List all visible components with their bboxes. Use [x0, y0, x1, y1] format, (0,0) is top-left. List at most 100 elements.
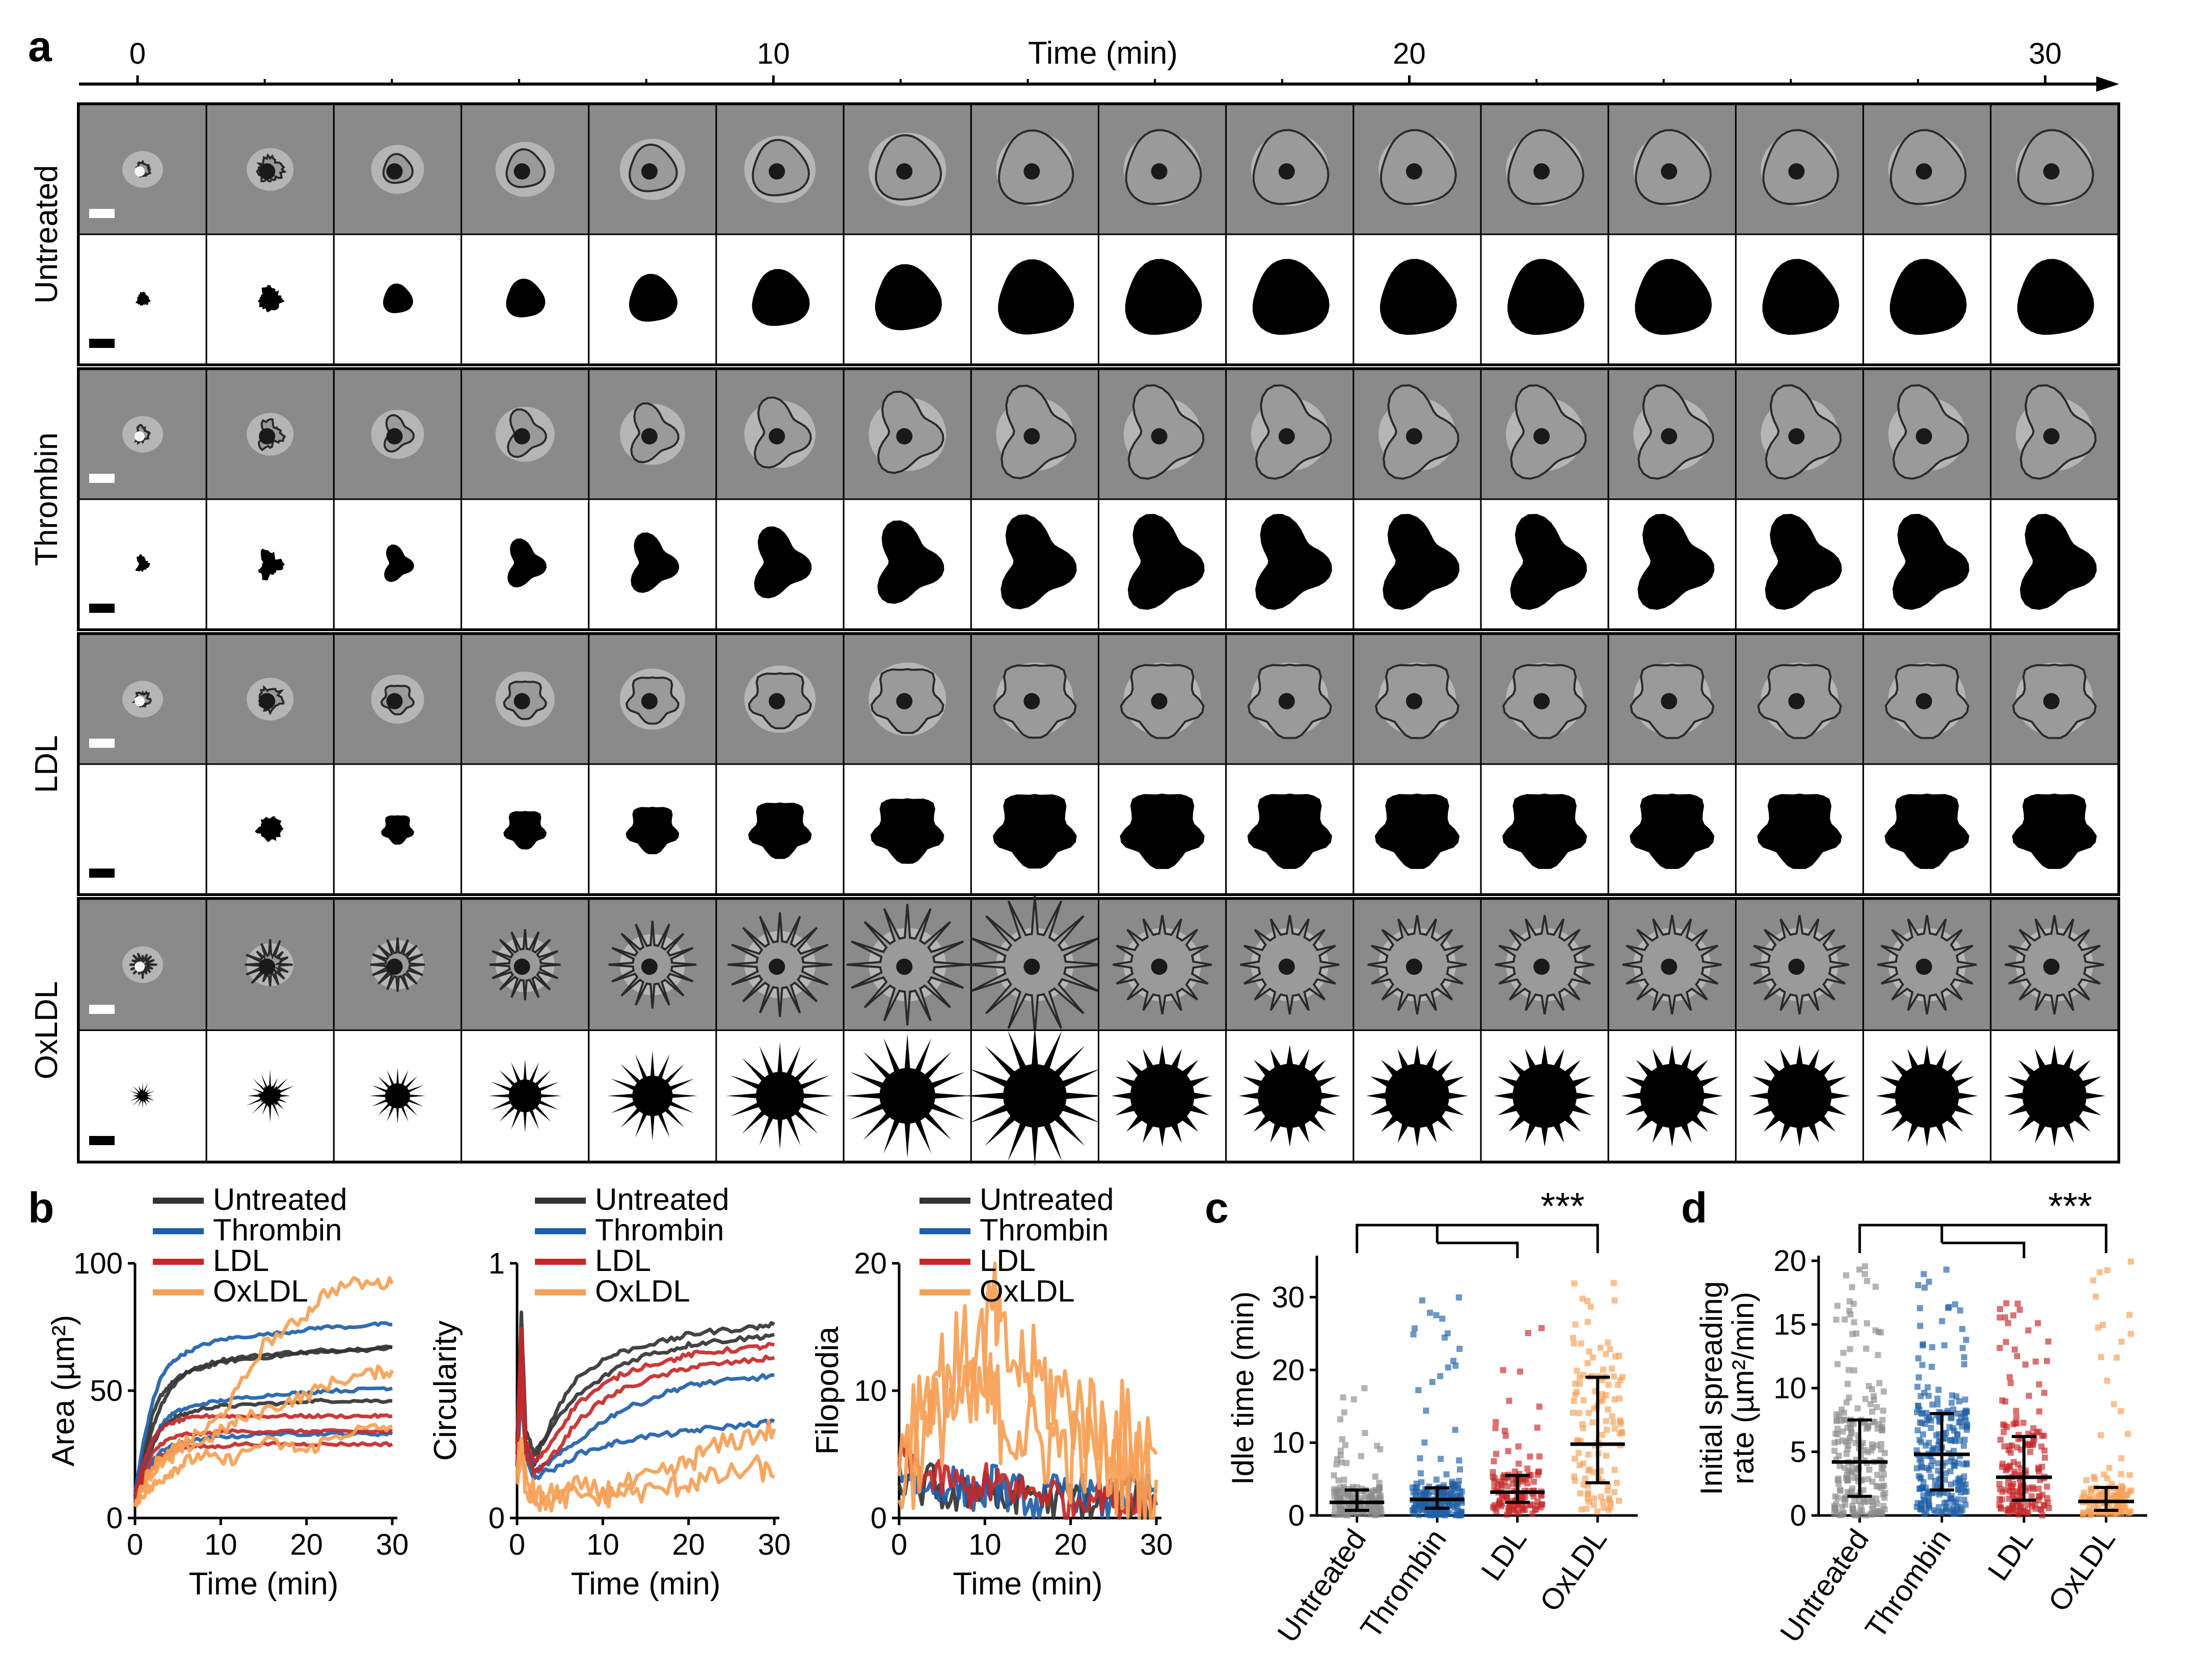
data-point: [1848, 1425, 1854, 1431]
y-tick-label: 5: [1790, 1435, 1806, 1469]
cell-mask: [2020, 513, 2097, 610]
phase-contrast-frame: [1353, 368, 1482, 500]
cell-nucleus-region: [769, 428, 786, 445]
cell-mask: [752, 269, 810, 326]
data-point: [1493, 1419, 1499, 1425]
binary-mask-frame: [1480, 498, 1609, 630]
data-point: [1961, 1497, 1967, 1503]
data-point: [1962, 1396, 1968, 1403]
data-point: [1961, 1437, 1968, 1443]
data-point: [1919, 1342, 1926, 1349]
y-tick-label: 20: [1272, 1353, 1305, 1387]
data-point: [1422, 1490, 1428, 1497]
cell-mask: [136, 554, 150, 573]
cell-nucleus-region: [259, 428, 276, 445]
scale-bar: [89, 869, 115, 878]
cell-nucleus-region: [1915, 163, 1932, 180]
data-point: [2007, 1380, 2014, 1387]
cell-nucleus-region: [896, 693, 913, 710]
data-point: [1998, 1496, 2005, 1503]
data-point: [1925, 1498, 1932, 1504]
data-point: [1955, 1486, 1962, 1493]
data-point: [1836, 1512, 1843, 1519]
data-point: [1929, 1344, 1935, 1350]
x-axis-title: Time (min): [571, 1566, 721, 1602]
data-point: [1447, 1491, 1454, 1498]
cell-mask: [726, 1042, 834, 1150]
binary-mask-frame: [588, 1029, 717, 1162]
data-point: [1833, 1411, 1840, 1418]
cell-mask: [2017, 259, 2094, 335]
phase-contrast-frame: [1480, 103, 1609, 235]
mask-frame-background: [205, 1029, 335, 1162]
panel-label-d: d: [1681, 1184, 1707, 1232]
x-tick-label: 20: [290, 1528, 323, 1561]
cell-mask: [1000, 514, 1077, 610]
binary-mask-frame: [1098, 233, 1227, 365]
binary-mask-frame: [1607, 233, 1737, 365]
scale-bar: [89, 604, 115, 613]
data-point: [1337, 1416, 1344, 1423]
data-point: [1939, 1318, 1945, 1324]
phase-contrast-frame: [843, 633, 972, 765]
data-point: [2080, 1493, 2087, 1500]
data-point: [2024, 1485, 2031, 1492]
cell-nucleus-region: [641, 693, 658, 710]
data-point: [1843, 1451, 1850, 1457]
cell-nucleus-region: [1788, 428, 1805, 445]
data-point: [1507, 1504, 1514, 1510]
x-tick-label: 0: [127, 1528, 143, 1561]
data-point: [1957, 1437, 1963, 1444]
cell-nucleus-region: [513, 958, 530, 975]
data-point: [2042, 1454, 2048, 1461]
binary-mask-frame: [333, 498, 463, 630]
data-point: [1452, 1504, 1458, 1510]
x-tick-label: LDL: [1981, 1523, 2039, 1586]
x-tick-label: LDL: [1475, 1523, 1533, 1586]
data-point: [1864, 1278, 1871, 1284]
data-point: [1851, 1498, 1858, 1504]
phase-contrast-frame: [1990, 898, 2119, 1031]
cell-mask: [1876, 1045, 1978, 1147]
y-tick-label: 0: [1288, 1499, 1305, 1532]
phase-contrast-frame: [843, 103, 972, 235]
data-point: [1999, 1488, 2006, 1495]
cell-nucleus-region: [1023, 163, 1040, 180]
data-point: [2035, 1485, 2042, 1492]
cell-mask: [1762, 259, 1840, 335]
binary-mask-frame: [843, 498, 972, 630]
data-point: [1848, 1469, 1854, 1475]
data-point: [1924, 1417, 1930, 1423]
cell-mask: [1238, 1045, 1341, 1147]
data-point: [1339, 1436, 1345, 1443]
data-point: [1437, 1373, 1444, 1379]
data-point: [1928, 1473, 1934, 1480]
data-point: [1946, 1424, 1953, 1430]
phase-contrast-frame: [965, 896, 1104, 1034]
data-point: [1947, 1468, 1954, 1475]
time-axis-tick-label: 20: [1393, 37, 1426, 70]
series-line-thrombin: [515, 1391, 775, 1480]
cell-mask: [631, 532, 680, 593]
phase-contrast-frame: [588, 633, 717, 765]
data-point: [1997, 1306, 2004, 1312]
cell-mask: [998, 259, 1074, 335]
data-point: [1832, 1506, 1838, 1513]
data-point: [1491, 1484, 1498, 1491]
cell-mask: [964, 1025, 1106, 1167]
phase-contrast-frame: [1353, 103, 1482, 235]
data-point: [1956, 1398, 1962, 1404]
data-point: [1591, 1405, 1598, 1412]
data-point: [2039, 1512, 2046, 1519]
data-point: [1524, 1466, 1531, 1472]
data-point: [1584, 1319, 1591, 1325]
data-point: [1862, 1512, 1869, 1519]
data-point: [1456, 1466, 1463, 1473]
data-point: [2013, 1407, 2019, 1414]
x-tick-label: 10: [204, 1528, 237, 1561]
binary-mask-frame: [715, 1029, 845, 1162]
data-point: [1881, 1471, 1887, 1478]
phase-contrast-frame: [205, 103, 335, 235]
data-point: [1571, 1340, 1577, 1347]
bracket-inner: [1940, 1225, 2025, 1258]
